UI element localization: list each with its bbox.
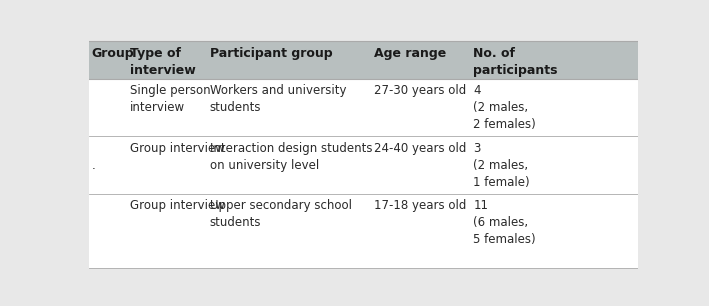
- Text: .: .: [91, 159, 95, 172]
- Text: Type of
interview: Type of interview: [130, 47, 196, 76]
- FancyBboxPatch shape: [89, 41, 638, 268]
- FancyBboxPatch shape: [89, 41, 638, 79]
- Text: 17-18 years old: 17-18 years old: [374, 199, 467, 212]
- Text: Age range: Age range: [374, 47, 447, 60]
- Text: Upper secondary school
students: Upper secondary school students: [210, 199, 352, 229]
- FancyBboxPatch shape: [89, 79, 638, 136]
- Text: Group: Group: [91, 47, 134, 60]
- FancyBboxPatch shape: [89, 136, 638, 194]
- Text: 27-30 years old: 27-30 years old: [374, 84, 467, 97]
- Text: 3
(2 males,
1 female): 3 (2 males, 1 female): [474, 142, 530, 188]
- Text: Group interview: Group interview: [130, 199, 225, 212]
- Text: 11
(6 males,
5 females): 11 (6 males, 5 females): [474, 199, 536, 246]
- Text: Single person
interview: Single person interview: [130, 84, 211, 114]
- Text: Participant group: Participant group: [210, 47, 332, 60]
- FancyBboxPatch shape: [89, 194, 638, 268]
- Text: No. of
participants: No. of participants: [474, 47, 558, 76]
- Text: Group interview: Group interview: [130, 142, 225, 155]
- Text: Workers and university
students: Workers and university students: [210, 84, 346, 114]
- Text: Interaction design students
on university level: Interaction design students on universit…: [210, 142, 372, 172]
- Text: 24-40 years old: 24-40 years old: [374, 142, 467, 155]
- Text: 4
(2 males,
2 females): 4 (2 males, 2 females): [474, 84, 536, 131]
